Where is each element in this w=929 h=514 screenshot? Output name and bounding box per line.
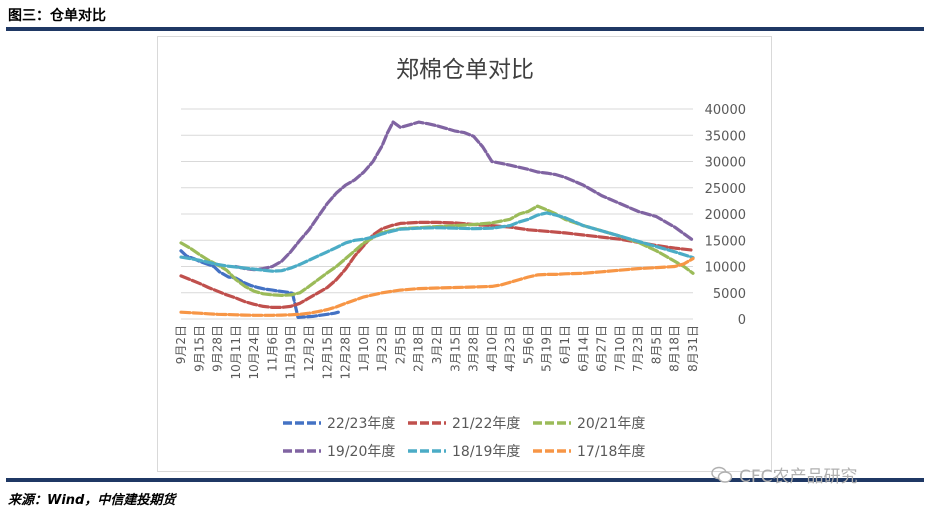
x-tick-label: 6月27日 [595, 325, 609, 372]
legend-label: 18/19年度 [452, 444, 520, 460]
x-tick-label: 11月19日 [284, 325, 298, 380]
series-line-1 [179, 249, 340, 319]
x-tick-label: 3月15日 [448, 325, 462, 372]
y-tick-label: 0 [738, 313, 746, 328]
x-tick-label: 6月14日 [576, 325, 590, 372]
x-tick-label: 11月6日 [265, 325, 279, 372]
x-tick-label: 9月2日 [174, 325, 188, 364]
x-tick-label: 6月1日 [558, 325, 572, 364]
x-tick-label: 9月28日 [211, 325, 225, 372]
figure-title: 图三：仓单对比 [8, 8, 106, 24]
y-tick-label: 15000 [705, 234, 746, 249]
y-tick-label: 5000 [713, 287, 746, 302]
y-tick-label: 10000 [705, 261, 746, 276]
x-tick-label: 1月10日 [357, 325, 371, 372]
x-tick-label: 7月10日 [613, 325, 627, 372]
x-tick-label: 9月15日 [192, 325, 206, 372]
x-tick-label: 10月11日 [229, 325, 243, 380]
chart-frame: 郑棉仓单对比 0 5000 10000 15000 20000 25000 30000 350… [157, 36, 772, 472]
x-tick-label: 5月6日 [521, 325, 535, 364]
y-tick-label: 25000 [705, 182, 746, 197]
x-tick-label: 4月23日 [503, 325, 517, 372]
x-tick-label: 1月23日 [375, 325, 389, 372]
x-tick-label: 3月2日 [430, 325, 444, 364]
legend-label: 19/20年度 [327, 444, 395, 460]
x-tick-label: 2月5日 [393, 325, 407, 364]
series-line-4 [234, 120, 695, 272]
x-tick-label: 8月18日 [668, 325, 682, 372]
watermark-text: CFC农产品研究 [739, 467, 858, 487]
x-tick-label: 2月18日 [412, 325, 426, 372]
y-tick-label: 30000 [705, 156, 746, 171]
y-tick-label: 40000 [705, 103, 746, 118]
bottom-rule [6, 478, 924, 482]
warehouse-receipt-chart: 郑棉仓单对比 0 5000 10000 15000 20000 25000 30000 350… [174, 57, 746, 460]
x-tick-label: 8月5日 [649, 325, 663, 364]
top-rule [6, 27, 924, 31]
series-line-3 [179, 204, 695, 297]
x-tick-label: 10月24日 [247, 325, 261, 380]
x-tick-label: 12月15日 [320, 325, 334, 380]
x-tick-label: 7月23日 [631, 325, 645, 372]
x-tick-label: 8月31日 [686, 325, 700, 372]
x-tick-label: 12月2日 [302, 325, 316, 372]
series-line-2 [179, 220, 695, 309]
legend-label: 21/22年度 [452, 416, 520, 432]
x-tick-label: 4月10日 [485, 325, 499, 372]
chart-title: 郑棉仓单对比 [396, 57, 534, 83]
x-tick-label: 3月28日 [467, 325, 481, 372]
y-tick-label: 35000 [705, 129, 746, 144]
legend-label: 20/21年度 [577, 416, 645, 432]
wechat-icon [711, 466, 733, 483]
watermark: CFC农产品研究 [711, 462, 858, 487]
y-tick-label: 20000 [705, 208, 746, 223]
source-note: 来源：Wind，中信建投期货 [8, 493, 176, 508]
legend-label: 17/18年度 [577, 444, 645, 460]
series-line-5 [179, 211, 695, 273]
x-tick-label: 12月28日 [339, 325, 353, 380]
legend-label: 22/23年度 [327, 416, 395, 432]
series-line-6 [179, 257, 695, 317]
x-tick-label: 5月19日 [540, 325, 554, 372]
